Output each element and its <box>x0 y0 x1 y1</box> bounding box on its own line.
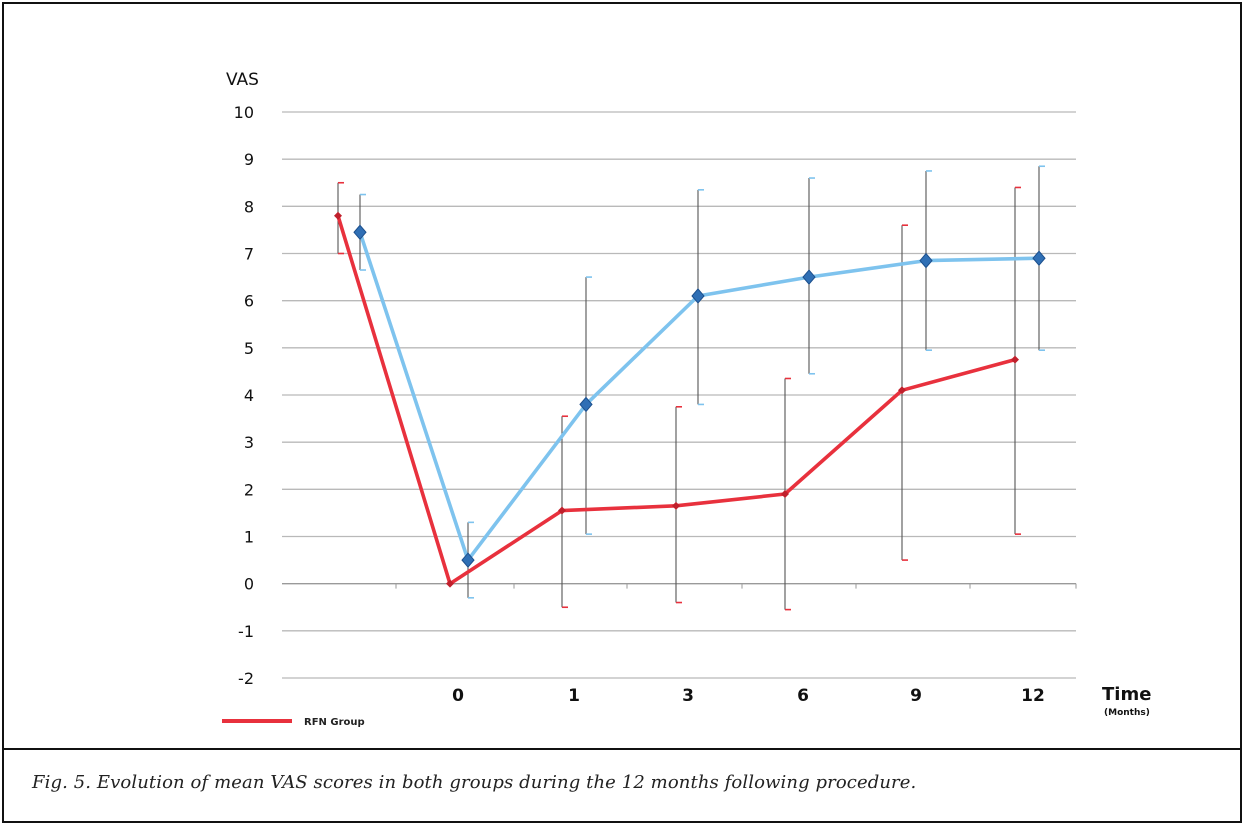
error-bars <box>337 165 1045 611</box>
data-point <box>802 269 816 285</box>
caption-divider <box>4 748 1240 750</box>
x-axis-label: Time <box>1102 684 1151 705</box>
data-point <box>446 579 454 588</box>
data-point <box>558 506 566 515</box>
series-points <box>334 211 1046 588</box>
y-tick-label: 2 <box>244 480 254 499</box>
data-point <box>1011 355 1019 364</box>
x-axis-unit: (Months) <box>1104 708 1150 718</box>
x-tick-label: 9 <box>910 686 922 706</box>
x-tick-label: 3 <box>682 686 694 706</box>
y-tick-label: 5 <box>244 339 254 358</box>
y-tick-label: 7 <box>244 245 254 264</box>
y-tick-label: -1 <box>238 622 254 641</box>
x-tick-label: 0 <box>452 686 464 706</box>
y-tick-label: 8 <box>244 197 254 216</box>
data-point <box>898 386 906 395</box>
y-axis-label: VAS <box>226 70 259 90</box>
data-point <box>334 211 342 220</box>
y-tick-label: 1 <box>244 528 254 547</box>
x-tick-label: 1 <box>568 686 580 706</box>
legend: RFN GroupLNI Group <box>222 717 365 728</box>
y-tick-label: 0 <box>244 575 254 594</box>
data-point <box>781 490 789 499</box>
y-tick-label: 10 <box>234 103 254 122</box>
data-point <box>691 288 705 304</box>
data-point <box>672 501 680 510</box>
figure-caption: Fig. 5. Evolution of mean VAS scores in … <box>32 772 917 793</box>
legend-label: RFN Group <box>304 717 365 728</box>
data-point <box>353 224 367 241</box>
data-point <box>579 396 593 413</box>
data-point <box>461 552 475 568</box>
y-tick-label: 4 <box>244 386 254 405</box>
x-tick-label: 12 <box>1021 686 1045 706</box>
series-line <box>358 231 1040 562</box>
x-tick-label: 6 <box>797 686 809 706</box>
y-tick-label: 9 <box>244 150 254 169</box>
y-tick-label: 6 <box>244 292 254 311</box>
y-tick-label: -2 <box>238 669 254 688</box>
series-lines <box>336 215 1040 586</box>
x-tick-labels: 0 1 3 6 9 12 <box>452 686 1045 706</box>
gridlines <box>282 111 1077 679</box>
y-tick-label: 3 <box>244 433 254 452</box>
data-point <box>919 252 933 269</box>
data-point <box>1032 250 1046 266</box>
